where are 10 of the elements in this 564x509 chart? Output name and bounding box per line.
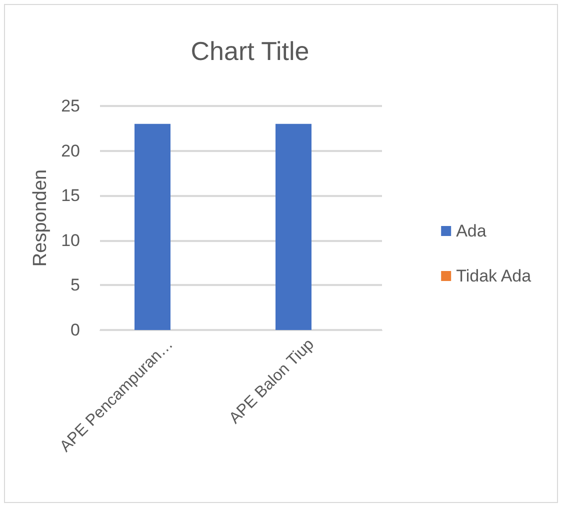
legend-label: Tidak Ada xyxy=(456,266,532,286)
y-tick-label: 15 xyxy=(61,186,80,206)
y-tick-label: 25 xyxy=(61,96,80,116)
y-tick-label: 20 xyxy=(61,141,80,160)
y-tick-label: 5 xyxy=(70,276,80,295)
y-tick-label: 0 xyxy=(70,320,80,340)
legend-label: Ada xyxy=(456,222,487,240)
chart-title: Chart Title xyxy=(190,36,310,66)
y-axis-title: Responden xyxy=(30,169,52,267)
y-tick-label: 10 xyxy=(61,230,80,250)
